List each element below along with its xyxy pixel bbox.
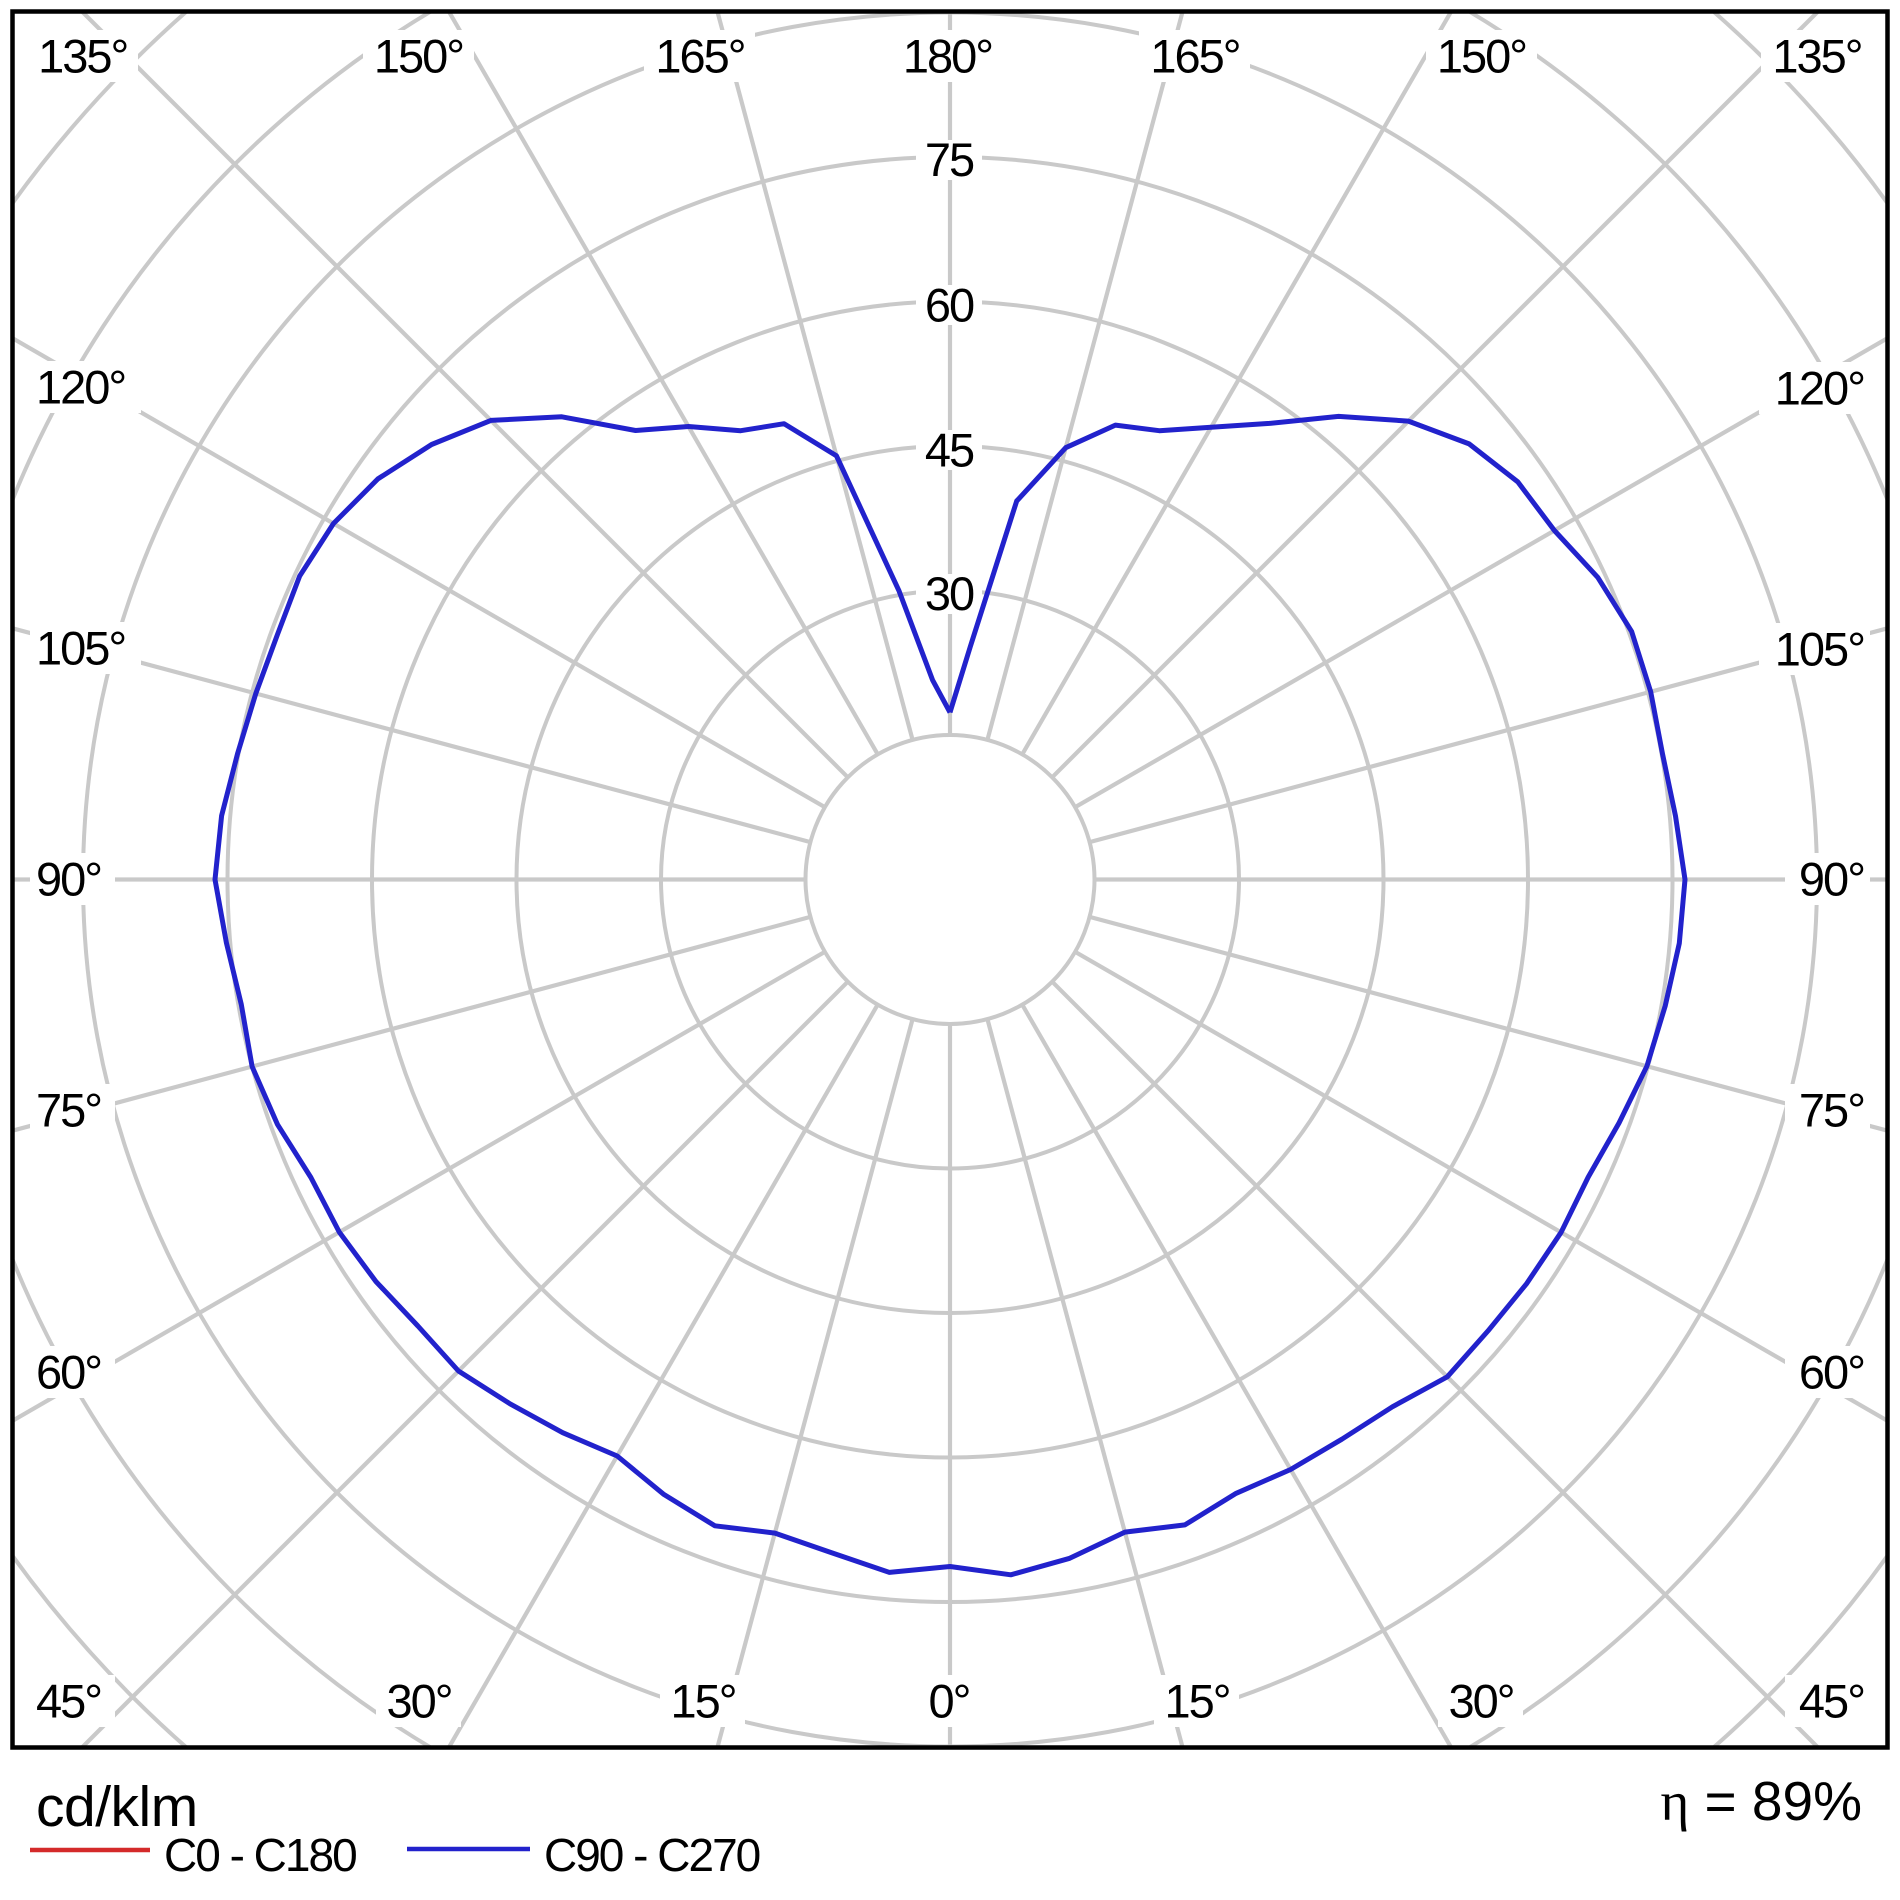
svg-text:60°: 60° (1799, 1346, 1864, 1399)
svg-text:180°: 180° (903, 30, 992, 83)
svg-text:cd/klm: cd/klm (36, 1775, 198, 1839)
svg-text:45: 45 (925, 424, 974, 477)
svg-text:60: 60 (925, 279, 974, 332)
svg-text:135°: 135° (38, 30, 127, 83)
svg-text:75: 75 (925, 133, 974, 186)
svg-text:15°: 15° (670, 1675, 735, 1728)
svg-text:150°: 150° (1437, 30, 1526, 83)
svg-text:105°: 105° (1775, 623, 1864, 676)
svg-text:C0 - C180: C0 - C180 (164, 1829, 356, 1881)
svg-text:45°: 45° (1799, 1675, 1864, 1728)
svg-text:135°: 135° (1772, 30, 1861, 83)
svg-text:30°: 30° (1448, 1675, 1513, 1728)
svg-text:C90 - C270: C90 - C270 (544, 1829, 760, 1881)
svg-text:165°: 165° (655, 30, 744, 83)
svg-text:90°: 90° (36, 853, 101, 906)
svg-text:60°: 60° (36, 1346, 101, 1399)
svg-text:150°: 150° (374, 30, 463, 83)
svg-text:165°: 165° (1150, 30, 1239, 83)
svg-text:η = 89%: η = 89% (1660, 1770, 1862, 1832)
svg-text:30°: 30° (386, 1675, 451, 1728)
svg-text:75°: 75° (36, 1084, 101, 1137)
svg-text:120°: 120° (36, 361, 125, 414)
svg-text:45°: 45° (36, 1675, 101, 1728)
svg-text:0°: 0° (929, 1675, 970, 1728)
svg-text:75°: 75° (1799, 1084, 1864, 1137)
svg-text:90°: 90° (1799, 853, 1864, 906)
svg-text:105°: 105° (36, 622, 125, 675)
svg-text:15°: 15° (1164, 1675, 1229, 1728)
svg-text:120°: 120° (1775, 362, 1864, 415)
svg-text:30: 30 (925, 567, 974, 620)
